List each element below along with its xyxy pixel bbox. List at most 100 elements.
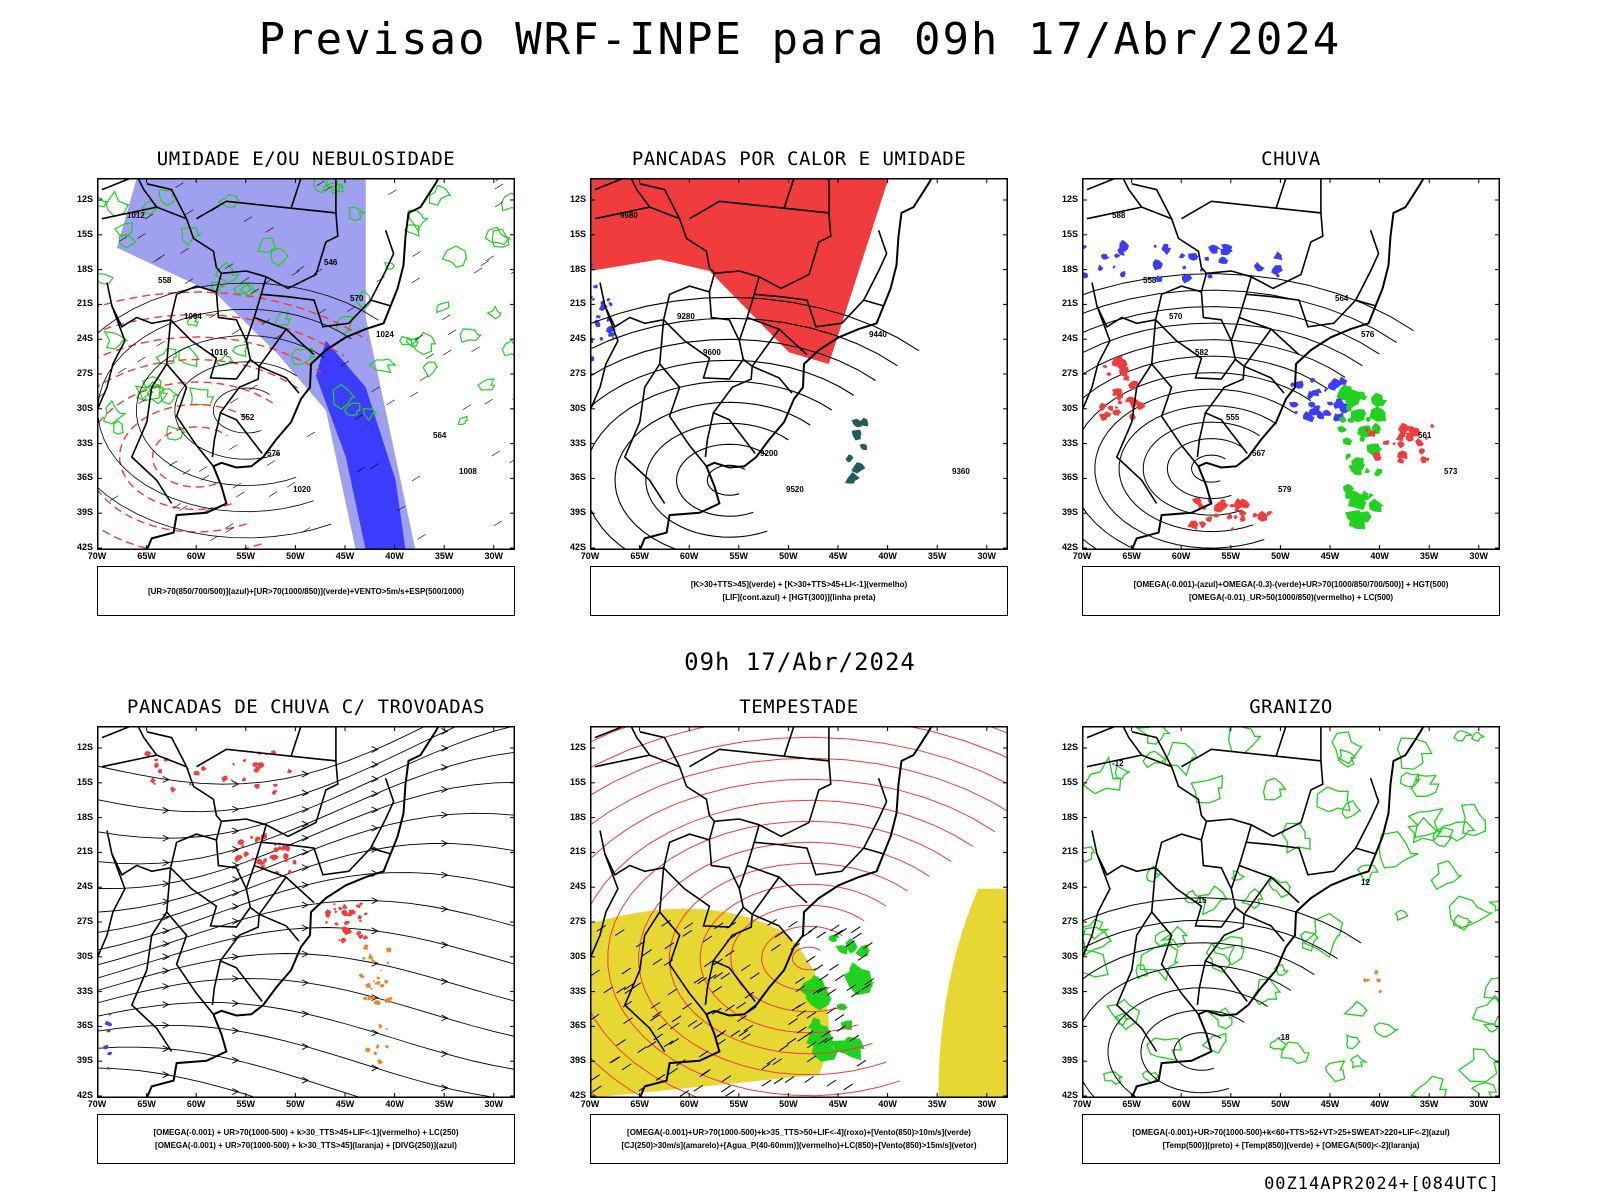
- country-border: [689, 200, 832, 290]
- wind-vector: [837, 928, 847, 935]
- country-border: [783, 178, 795, 209]
- wind-vector: [657, 1023, 667, 1031]
- country-border: [753, 276, 884, 328]
- streamline-arrow: [162, 1021, 170, 1029]
- hgt500-contour: [1082, 306, 1380, 355]
- temp850-contour: [1280, 1041, 1311, 1065]
- humidity-low-contour: [211, 281, 225, 297]
- humidity-low-contour: [484, 226, 511, 246]
- temp850-contour: [1356, 864, 1380, 884]
- thunderstorm-area: [250, 835, 254, 840]
- hail-area: [1366, 978, 1371, 983]
- heat-shower-area: [851, 429, 862, 437]
- humidity-low-contour: [348, 206, 366, 222]
- country-border: [1181, 748, 1324, 838]
- contour-label: 582: [1195, 348, 1209, 357]
- contour-label: -15: [1195, 896, 1207, 905]
- country-border: [196, 200, 339, 290]
- thunderstorm-area: [287, 869, 293, 874]
- humidity-low-contour: [270, 247, 290, 267]
- omega-area: [1097, 264, 1104, 272]
- wind-vector: [442, 314, 451, 321]
- country-border: [663, 291, 745, 380]
- omega-strong-area: [1361, 490, 1371, 501]
- wind-vector: [725, 1004, 735, 1012]
- country-border: [130, 910, 215, 1052]
- wind-vector: [826, 1079, 837, 1087]
- wind-vector: [725, 950, 735, 957]
- temp850-contour: [1083, 755, 1122, 795]
- thunderstorm-area: [359, 902, 364, 906]
- humidity-low-contour: [477, 378, 496, 391]
- map-frame: [590, 178, 1008, 550]
- streamline-arrow: [232, 805, 240, 813]
- latitude-label: 12S: [569, 194, 586, 204]
- wind-vector: [766, 1057, 777, 1065]
- omega-area: [1310, 377, 1317, 384]
- streamline-arrow: [441, 905, 449, 913]
- wind-vector: [826, 988, 837, 996]
- streamline: [97, 781, 515, 890]
- legend-box: [OMEGA(-0.001)+UR>70(1000-500)+k>35_TTS>…: [590, 1114, 1008, 1164]
- wind-vector: [771, 944, 781, 951]
- longitude-label: 55W: [729, 1099, 749, 1109]
- wind-vector: [821, 1030, 831, 1038]
- thunderstorm-area: [232, 762, 236, 766]
- precipitable-water-contour: [761, 925, 843, 992]
- omega-area: [1082, 272, 1089, 279]
- wind-vector: [669, 1022, 680, 1030]
- wind-vector: [846, 984, 857, 992]
- wind-vector: [795, 977, 805, 984]
- country-border: [245, 317, 255, 342]
- contour-label: 567: [1252, 449, 1266, 458]
- wind-vector: [200, 475, 210, 481]
- contour-label: 1012: [127, 211, 145, 220]
- latitude-label: 36S: [76, 1020, 93, 1031]
- longitude-label: 45W: [828, 1099, 848, 1109]
- wind-vector: [833, 929, 844, 937]
- wind-vector: [642, 949, 652, 956]
- legend-line: [K>30+TTS>45](verde) + [K>30+TTS>45+LI<-…: [690, 580, 908, 589]
- thunderstorm-area: [363, 912, 369, 916]
- temp850-contour: [1407, 807, 1444, 839]
- map-canvas: [590, 726, 1008, 1098]
- omega-area: [1182, 273, 1193, 284]
- temp850-contour: [1082, 846, 1096, 863]
- humidity-low-contour: [332, 183, 344, 193]
- hgt300-contour: [590, 380, 833, 550]
- rain-area: [1252, 512, 1259, 518]
- thunderstorm-area: [357, 915, 363, 920]
- country-border: [738, 317, 748, 342]
- thunderstorm-area: [235, 860, 238, 863]
- streamline-arrow: [301, 1043, 310, 1050]
- rain-area: [1397, 422, 1410, 434]
- thunderstorm-area: [273, 847, 279, 853]
- pressure-contour: [174, 361, 298, 460]
- wind-vector: [784, 1076, 795, 1083]
- contour-label: 552: [241, 413, 255, 422]
- run-info: 00Z14APR2024+[084UTC]: [1264, 1174, 1500, 1194]
- temp850-contour: [1205, 943, 1236, 973]
- latitude-label: 12S: [76, 194, 93, 204]
- humidity-low-contour: [232, 282, 253, 295]
- wind-vector: [646, 1041, 657, 1048]
- wind-vector: [803, 1030, 814, 1038]
- longitude-label: 30W: [484, 1099, 504, 1109]
- latitude-label: 39S: [76, 1055, 93, 1066]
- rain-area: [1114, 406, 1119, 409]
- wind850-area: [830, 1040, 857, 1055]
- longitude-label: 45W: [828, 551, 848, 561]
- contour-label: 9600: [703, 348, 721, 357]
- legend-box: [OMEGA(-0.001)-(azul)+OMEGA(-0.3)-(verde…: [1082, 566, 1500, 616]
- map-panel-3: CHUVA 588 582 579 576 573 570 567 564 561 558 555 12…: [1062, 148, 1500, 616]
- map-frame: [1082, 178, 1500, 550]
- thickness-contour: [97, 381, 275, 533]
- rain-area: [1226, 512, 1233, 520]
- shower-area: [369, 953, 373, 957]
- wind-vector: [851, 926, 861, 934]
- omega-strong-area: [1336, 384, 1354, 401]
- temp850-contour: [1082, 949, 1109, 978]
- rain-area: [1112, 388, 1122, 396]
- map-frame: [97, 178, 515, 550]
- country-border: [219, 358, 263, 454]
